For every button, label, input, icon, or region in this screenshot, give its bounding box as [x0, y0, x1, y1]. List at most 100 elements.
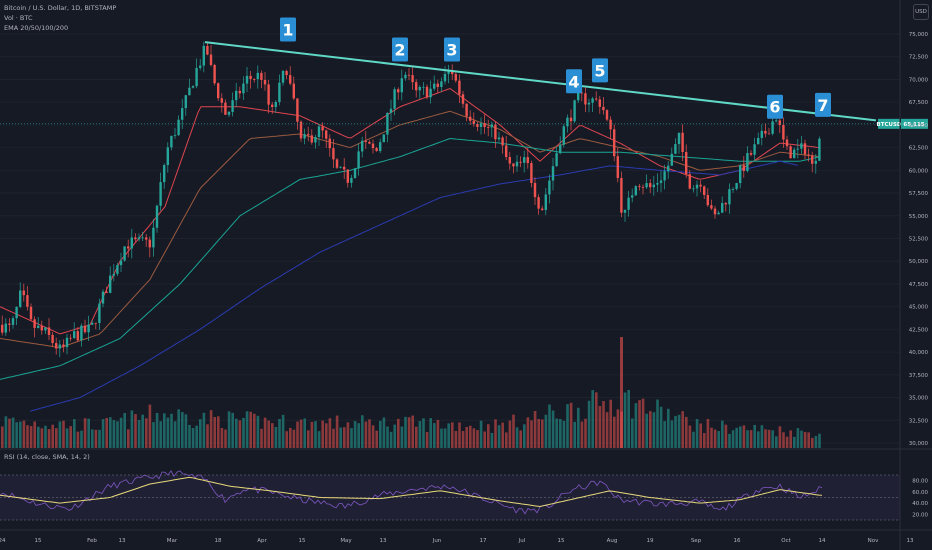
volume-bar — [119, 417, 123, 448]
candle — [447, 70, 450, 74]
wave-marker-7: 7 — [815, 92, 831, 117]
wave-marker-box — [444, 37, 460, 62]
candle — [494, 124, 497, 140]
volume-bar — [461, 430, 465, 448]
candle — [317, 126, 321, 138]
volume-bar — [602, 401, 605, 448]
volume-bar — [310, 421, 314, 448]
volume-bar — [199, 419, 202, 448]
volume-bar — [188, 424, 191, 448]
candle — [245, 75, 249, 84]
candle — [483, 123, 486, 128]
volume-bar — [19, 421, 22, 448]
volume-bar — [681, 411, 684, 448]
volume-bar — [436, 420, 440, 448]
candle — [260, 72, 263, 80]
volume-bar — [670, 420, 674, 448]
candle — [505, 145, 508, 158]
volume-bar — [451, 422, 454, 448]
volume-bar — [339, 427, 342, 448]
candle — [731, 188, 735, 190]
currency-button[interactable]: USD — [913, 4, 929, 20]
candle — [645, 183, 648, 188]
candle — [73, 331, 76, 339]
candle — [307, 134, 310, 136]
candle — [220, 98, 223, 103]
candle — [667, 165, 670, 172]
volume-bar — [382, 417, 386, 448]
ema20-line — [0, 87, 820, 335]
candle — [591, 98, 594, 103]
volume-bar — [335, 415, 339, 448]
candle — [454, 74, 457, 81]
y-tick-label: 70,000 — [909, 77, 929, 83]
wave-marker-label: 3 — [446, 40, 457, 59]
candle — [649, 183, 652, 188]
candle — [436, 83, 439, 87]
volume-bar — [620, 337, 623, 448]
volume-bar — [749, 430, 753, 448]
volume-bar — [699, 423, 702, 448]
candle — [116, 265, 119, 274]
candle — [195, 67, 198, 87]
volume-bar — [793, 436, 796, 448]
volume-bar — [425, 432, 429, 448]
volume-bar — [1, 426, 4, 448]
price-tag-symbol: BTCUSD — [877, 122, 902, 128]
volume-bar — [706, 419, 710, 448]
volume-bar — [299, 419, 303, 448]
candle — [584, 93, 587, 105]
volume-bar — [116, 421, 119, 448]
volume-bar — [422, 418, 425, 448]
candle — [425, 86, 429, 98]
x-tick-label: Jul — [518, 538, 526, 544]
volume-bar — [260, 428, 263, 448]
volume-bar — [51, 424, 54, 448]
volume-bar — [685, 416, 688, 448]
volume-bar — [375, 430, 378, 448]
candle — [37, 325, 40, 328]
volume-bar — [811, 437, 814, 448]
volume-bar — [350, 428, 353, 448]
volume-bar — [721, 420, 724, 448]
volume-bar — [667, 408, 670, 448]
candle — [296, 98, 299, 122]
y-tick-label: 55,000 — [909, 214, 929, 220]
candle — [526, 157, 529, 164]
x-tick-label: 15 — [299, 538, 306, 544]
volume-bar — [418, 421, 422, 448]
candle — [152, 227, 155, 248]
x-tick-label: Oct — [781, 538, 791, 544]
volume-bar — [209, 410, 213, 448]
candle — [508, 157, 511, 164]
wave-marker-label: 2 — [394, 40, 405, 59]
candle — [746, 153, 749, 172]
candle — [641, 186, 645, 188]
volume-bar — [771, 430, 774, 448]
volume-bar — [760, 425, 764, 448]
candle — [166, 147, 169, 166]
candle — [713, 208, 717, 215]
candle — [778, 120, 781, 125]
volume-bar — [584, 418, 587, 448]
candle — [148, 239, 151, 248]
candle — [451, 70, 454, 75]
candle — [123, 246, 126, 261]
volume-bar — [479, 420, 483, 448]
volume-bar — [688, 425, 692, 448]
volume-bar — [796, 428, 800, 448]
candle — [379, 142, 382, 152]
volume-bar — [487, 424, 490, 448]
candle — [476, 123, 479, 127]
volume-bar — [206, 424, 209, 448]
candle — [458, 80, 461, 95]
volume-bar — [465, 426, 468, 448]
volume-bar — [152, 422, 155, 448]
volume-bar — [130, 410, 134, 448]
volume-bar — [33, 421, 36, 448]
volume-bar — [148, 404, 152, 448]
volume-bar — [800, 430, 803, 448]
wave-marker-3: 3 — [444, 37, 460, 62]
candle — [602, 106, 605, 111]
